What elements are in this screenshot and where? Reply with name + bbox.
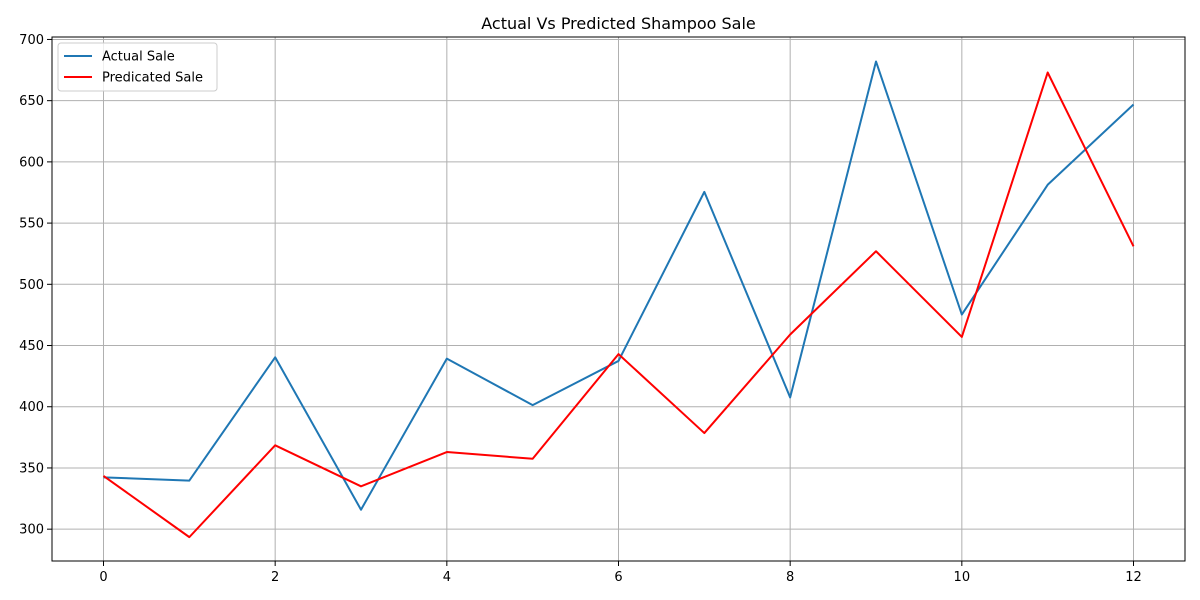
grid (52, 37, 1185, 561)
x-tick-label: 4 (443, 570, 451, 585)
series-line-actual (103, 60, 1135, 511)
y-tick-label: 400 (19, 400, 44, 415)
legend-label: Actual Sale (102, 50, 175, 65)
x-axis-ticks: 0 2 4 6 8 10 12 (99, 561, 1142, 585)
y-tick-label: 600 (19, 155, 44, 170)
y-tick-label: 700 (19, 33, 44, 48)
legend-label: Predicated Sale (102, 71, 203, 86)
y-tick-label: 450 (19, 339, 44, 354)
legend: Actual Sale Predicated Sale (57, 42, 218, 92)
x-tick-label: 0 (99, 570, 107, 585)
chart-title: Actual Vs Predicted Shampoo Sale (481, 14, 756, 33)
x-tick-label: 10 (954, 570, 971, 585)
x-tick-label: 8 (786, 570, 794, 585)
x-tick-label: 12 (1125, 570, 1142, 585)
x-tick-label: 2 (271, 570, 279, 585)
series-line-predicted (102, 71, 1135, 539)
y-tick-label: 350 (19, 461, 44, 476)
y-axis-ticks: 300 350 400 450 500 550 600 650 700 (19, 33, 52, 538)
x-tick-label: 6 (614, 570, 622, 585)
legend-box (57, 42, 218, 92)
series-lines (102, 60, 1135, 539)
y-tick-label: 500 (19, 278, 44, 293)
y-tick-label: 550 (19, 217, 44, 232)
y-tick-label: 300 (19, 523, 44, 538)
y-tick-label: 650 (19, 94, 44, 109)
